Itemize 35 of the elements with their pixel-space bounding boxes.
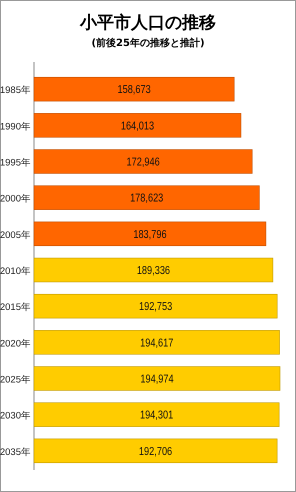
chart-title: 小平市人口の推移 <box>79 13 216 33</box>
data-label: 192,753 <box>138 301 172 314</box>
data-label: 189,336 <box>136 265 170 278</box>
data-label: 192,706 <box>138 446 172 458</box>
bar <box>34 113 242 138</box>
data-label: 164,013 <box>120 120 154 133</box>
y-tick-label: 2030年 <box>0 410 31 422</box>
y-tick-label: 1985年 <box>0 84 31 96</box>
y-tick-label: 2000年 <box>0 192 31 205</box>
bar <box>34 330 280 355</box>
y-tick-label: 2005年 <box>0 228 31 241</box>
bar <box>34 149 253 174</box>
bar <box>34 76 234 102</box>
y-tick-label: 2035年 <box>0 446 31 458</box>
y-tick-label: 1995年 <box>0 156 31 168</box>
bar <box>34 222 266 246</box>
chart-subtitle: (前後25年の推移と推計) <box>91 37 205 49</box>
y-tick-label: 2020年 <box>0 337 31 350</box>
y-tick-label: 2025年 <box>0 374 31 386</box>
data-label: 194,974 <box>140 374 174 386</box>
data-label: 178,623 <box>130 192 164 205</box>
bar <box>34 402 280 427</box>
bar <box>34 438 278 464</box>
y-tick-label: 2010年 <box>0 265 31 277</box>
data-label: 194,301 <box>140 410 174 422</box>
y-tick-label: 2015年 <box>0 301 31 314</box>
data-label: 172,946 <box>126 156 160 169</box>
data-label: 194,617 <box>140 338 174 350</box>
bar <box>34 366 280 391</box>
data-label: 158,673 <box>117 84 151 96</box>
bar <box>34 294 278 318</box>
bar <box>34 185 260 210</box>
y-tick-label: 1990年 <box>0 120 31 132</box>
data-label: 183,796 <box>133 229 167 242</box>
bar <box>34 258 274 282</box>
